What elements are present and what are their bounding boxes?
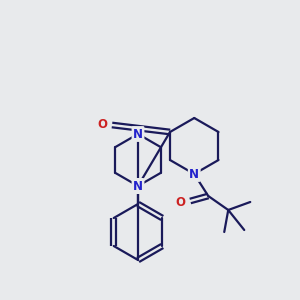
Text: N: N bbox=[133, 179, 143, 193]
Text: N: N bbox=[133, 128, 143, 140]
Text: N: N bbox=[189, 167, 199, 181]
Text: O: O bbox=[97, 118, 107, 130]
Text: F: F bbox=[134, 179, 142, 193]
Text: O: O bbox=[175, 196, 185, 208]
